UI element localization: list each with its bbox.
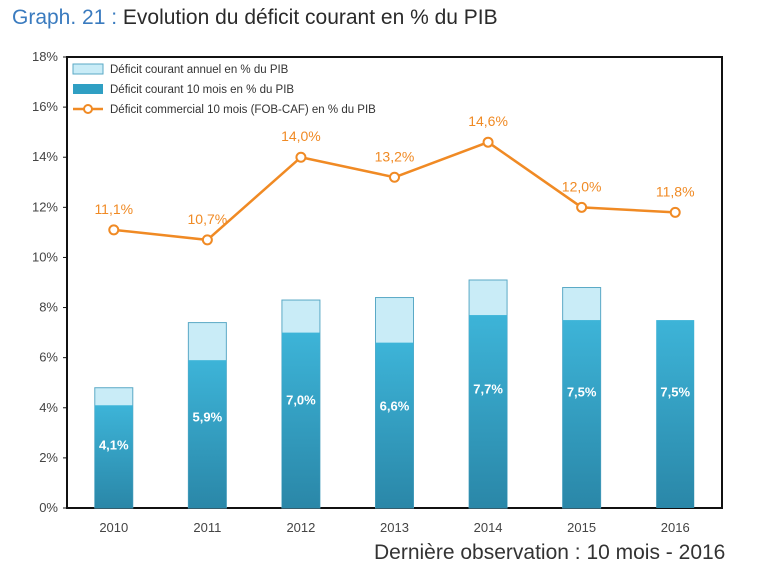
y-tick-label: 14%	[32, 149, 58, 164]
x-tick-label: 2010	[99, 520, 128, 535]
y-tick-label: 16%	[32, 99, 58, 114]
y-tick-label: 2%	[39, 450, 58, 465]
y-tick-label: 4%	[39, 400, 58, 415]
line-value-label: 13,2%	[375, 148, 415, 164]
y-tick-label: 10%	[32, 249, 58, 264]
line-point	[576, 201, 588, 213]
line-point	[389, 171, 400, 183]
bar-10-months	[94, 405, 133, 508]
line-point	[201, 234, 213, 246]
line-value-label: 10,7%	[188, 211, 228, 227]
legend-swatch-annual	[72, 63, 104, 75]
bar-value-label: 7,5%	[660, 384, 690, 399]
x-tick-label: 2013	[380, 520, 409, 535]
line-point	[669, 206, 681, 218]
line-value-label: 12,0%	[562, 178, 602, 194]
legend-label-10-months: Déficit courant 10 mois en % du PIB	[110, 84, 294, 96]
bar-10-months	[188, 360, 227, 508]
legend-marker-line	[83, 104, 93, 114]
bar-10-months	[469, 315, 508, 508]
x-tick-label: 2012	[286, 520, 315, 535]
bar-10-months	[656, 320, 695, 508]
x-tick-label: 2011	[193, 520, 221, 535]
bar-value-label: 7,7%	[473, 381, 503, 396]
x-tick-label: 2015	[567, 520, 596, 535]
chart-title-text: Evolution du déficit courant en % du PIB	[122, 6, 498, 29]
bar-10-months	[562, 320, 601, 508]
x-tick-label: 2014	[474, 520, 503, 535]
chart-number: Graph. 21 :	[12, 6, 118, 29]
chart-line: 11,1% 10,7% 14,0% 13,2% 14,6% 12,0% 11,8%	[94, 113, 695, 246]
y-tick-label: 12%	[32, 199, 58, 214]
line-value-label: 14,6%	[468, 113, 508, 129]
chart-bars: 4,1% 5,9% 7,0% 6,6% 7,7% 7,5% 7,5%	[94, 279, 695, 509]
y-tick-label: 8%	[39, 300, 58, 315]
bar-10-months	[375, 342, 414, 508]
line-point	[295, 151, 307, 163]
legend-swatch-10-months	[73, 84, 103, 94]
line-value-label: 14,0%	[281, 128, 321, 144]
bar-value-label: 4,1%	[99, 437, 129, 452]
bar-10-months	[281, 332, 320, 508]
legend-label-annual: Déficit courant annuel en % du PIB	[110, 64, 289, 76]
bar-value-label: 6,6%	[380, 398, 410, 413]
chart-title: Graph. 21 : Evolution du déficit courant…	[12, 6, 498, 30]
bar-value-label: 7,5%	[567, 384, 597, 399]
line-value-label: 11,8%	[656, 183, 695, 199]
line-value-label: 11,1%	[94, 201, 133, 217]
y-tick-label: 0%	[39, 500, 58, 515]
last-observation-note: Dernière observation : 10 mois - 2016	[374, 541, 726, 564]
line-point	[108, 224, 120, 236]
bar-value-label: 7,0%	[286, 392, 316, 407]
legend-label-line: Déficit commercial 10 mois (FOB-CAF) en …	[110, 104, 376, 116]
x-tick-label: 2016	[661, 520, 690, 535]
chart-legend: Déficit courant annuel en % du PIB Défici…	[72, 63, 376, 116]
y-tick-label: 6%	[39, 350, 58, 365]
y-tick-label: 18%	[32, 49, 58, 64]
bar-value-label: 5,9%	[193, 409, 223, 424]
line-point	[482, 136, 494, 148]
